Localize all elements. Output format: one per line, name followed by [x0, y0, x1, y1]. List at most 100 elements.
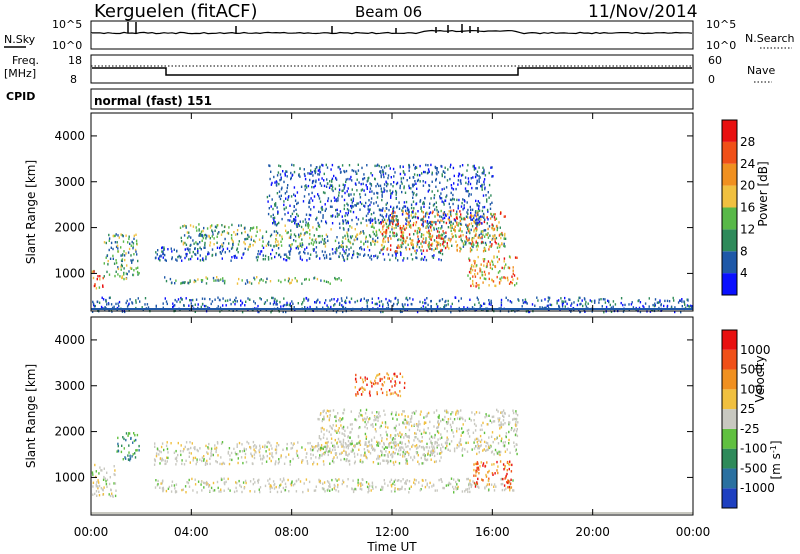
- data-cell: [289, 244, 292, 247]
- data-cell: [561, 305, 564, 308]
- data-cell: [318, 435, 321, 438]
- data-cell: [339, 252, 341, 255]
- data-cell: [473, 422, 476, 426]
- data-cell: [221, 257, 223, 260]
- data-cell: [359, 193, 361, 196]
- data-cell: [437, 438, 439, 441]
- data-cell: [206, 482, 208, 485]
- data-cell: [116, 450, 118, 453]
- data-cell: [255, 234, 257, 238]
- data-cell: [165, 444, 168, 447]
- data-cell: [345, 222, 348, 225]
- data-cell: [427, 427, 429, 430]
- data-cell: [401, 241, 403, 245]
- data-cell: [117, 250, 119, 253]
- data-cell: [325, 449, 327, 453]
- data-cell: [254, 490, 256, 493]
- data-cell: [440, 215, 443, 219]
- data-cell: [687, 299, 689, 302]
- data-cell: [220, 233, 223, 236]
- data-cell: [496, 452, 499, 455]
- data-cell: [268, 457, 271, 460]
- data-cell: [394, 490, 396, 493]
- data-cell: [398, 423, 400, 426]
- data-cell: [397, 238, 399, 242]
- data-cell: [365, 240, 367, 243]
- data-cell: [297, 478, 300, 481]
- data-cell: [176, 259, 178, 262]
- data-cell: [335, 178, 338, 181]
- data-cell: [308, 480, 311, 484]
- data-cell: [389, 459, 392, 463]
- data-cell: [476, 440, 478, 444]
- data-cell: [189, 461, 191, 464]
- data-cell: [230, 237, 233, 240]
- data-cell: [129, 457, 132, 460]
- data-cell: [476, 180, 478, 183]
- data-cell: [105, 256, 107, 259]
- data-cell: [364, 443, 366, 446]
- data-cell: [612, 300, 615, 303]
- data-cell: [230, 234, 233, 237]
- data-cell: [360, 231, 362, 234]
- data-cell: [457, 412, 459, 415]
- data-cell: [431, 173, 433, 176]
- data-cell: [237, 251, 239, 254]
- data-cell: [494, 213, 496, 216]
- data-cell: [437, 426, 439, 429]
- data-cell: [412, 243, 414, 246]
- data-cell: [113, 482, 115, 485]
- data-cell: [434, 489, 436, 492]
- data-cell: [386, 372, 388, 375]
- data-cell: [121, 275, 123, 278]
- data-cell: [450, 214, 452, 218]
- data-cell: [488, 284, 490, 287]
- data-cell: [111, 306, 114, 310]
- data-cell: [226, 231, 229, 234]
- data-cell: [584, 298, 586, 301]
- data-cell: [550, 303, 553, 307]
- data-cell: [373, 240, 375, 243]
- data-cell: [201, 297, 204, 300]
- data-cell: [436, 446, 438, 449]
- data-cell: [303, 250, 305, 254]
- data-cell: [471, 483, 473, 487]
- data-cell: [291, 278, 293, 282]
- data-cell: [415, 432, 417, 435]
- data-cell: [382, 239, 384, 242]
- data-cell: [376, 191, 378, 195]
- data-cell: [445, 410, 448, 413]
- data-cell: [431, 445, 433, 448]
- data-cell: [121, 254, 124, 257]
- data-cell: [461, 454, 464, 457]
- data-cell: [384, 172, 387, 175]
- data-cell: [461, 427, 463, 430]
- data-cell: [201, 302, 204, 306]
- data-cell: [260, 298, 262, 301]
- data-cell: [160, 445, 163, 449]
- data-cell: [482, 241, 484, 244]
- colorbar-segment: [722, 273, 737, 295]
- data-cell: [490, 212, 492, 216]
- data-cell: [503, 257, 506, 260]
- data-cell: [224, 237, 226, 241]
- data-cell: [257, 253, 259, 256]
- data-cell: [384, 235, 386, 239]
- y-tick-label: 1000: [54, 266, 85, 280]
- data-cell: [401, 227, 403, 230]
- data-cell: [333, 174, 335, 178]
- y-tick-label: 4000: [54, 333, 85, 347]
- data-cell: [468, 192, 470, 196]
- data-cell: [387, 484, 389, 487]
- data-cell: [419, 180, 421, 183]
- data-cell: [286, 186, 288, 190]
- data-cell: [387, 224, 390, 227]
- data-cell: [398, 207, 401, 210]
- data-cell: [389, 258, 391, 262]
- data-cell: [471, 448, 473, 451]
- data-cell: [379, 415, 381, 418]
- data-cell: [448, 247, 450, 250]
- data-cell: [190, 236, 192, 239]
- data-cell: [465, 215, 468, 218]
- data-cell: [370, 183, 372, 186]
